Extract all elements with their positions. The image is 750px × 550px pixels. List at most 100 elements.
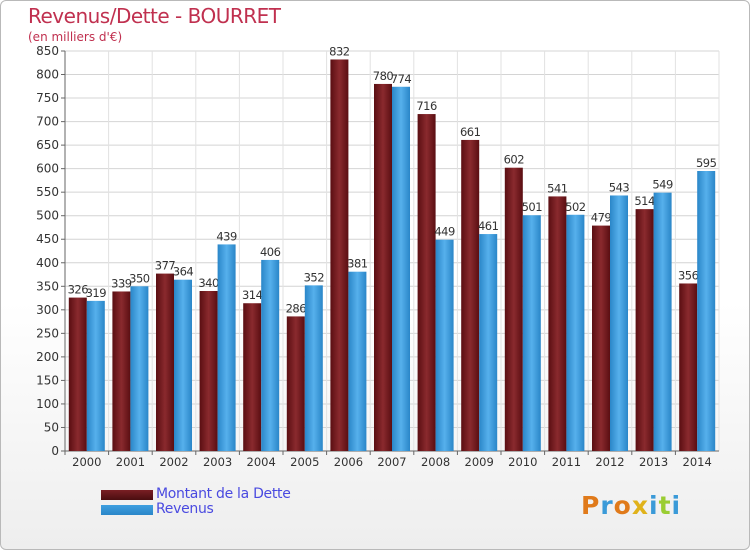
- bar-dette: [286, 316, 305, 451]
- data-label-revenus: 461: [478, 219, 499, 233]
- data-label-revenus: 364: [173, 265, 194, 279]
- data-label-revenus: 774: [391, 72, 412, 86]
- data-label-revenus: 381: [347, 257, 368, 271]
- bar-dette: [243, 303, 262, 451]
- legend-label-revenus: Revenus: [156, 501, 214, 517]
- y-tick-label: 600: [36, 162, 59, 176]
- data-label-dette: 340: [198, 276, 219, 290]
- y-tick-label: 400: [36, 256, 59, 270]
- data-label-dette: 780: [373, 69, 394, 83]
- proxiti-logo: Proxiti: [581, 491, 681, 520]
- x-tick-label: 2014: [683, 455, 712, 469]
- bar-revenus: [479, 234, 498, 451]
- bar-revenus: [304, 285, 323, 451]
- bar-dette: [417, 114, 436, 451]
- data-label-revenus: 350: [129, 271, 150, 285]
- x-tick-label: 2008: [421, 455, 450, 469]
- bar-dette: [199, 291, 218, 451]
- y-tick-label: 650: [36, 138, 59, 152]
- chart-subtitle: (en milliers d'€): [28, 30, 123, 44]
- data-label-dette: 541: [547, 181, 568, 195]
- bar-revenus: [348, 271, 367, 451]
- bar-dette: [156, 273, 174, 451]
- logo-letter: i: [649, 491, 659, 520]
- x-tick-label: 2005: [290, 455, 319, 469]
- bar-dette: [635, 209, 654, 451]
- x-tick-label: 2009: [465, 455, 494, 469]
- y-tick-label: 200: [36, 350, 59, 364]
- bar-revenus: [174, 279, 192, 451]
- bar-revenus: [435, 239, 454, 451]
- y-tick-label: 300: [36, 303, 59, 317]
- data-label-revenus: 549: [652, 178, 673, 192]
- bar-revenus: [522, 215, 541, 451]
- data-label-dette: 832: [329, 44, 350, 58]
- y-tick-label: 500: [36, 209, 59, 223]
- bar-dette: [592, 225, 610, 451]
- data-label-dette: 286: [286, 301, 307, 315]
- bar-dette: [330, 59, 349, 452]
- y-tick-label: 700: [36, 115, 59, 129]
- bar-dette: [548, 196, 567, 451]
- data-label-revenus: 319: [86, 286, 107, 300]
- y-tick-label: 750: [36, 91, 59, 105]
- data-label-dette: 514: [634, 194, 655, 208]
- data-label-dette: 377: [155, 259, 176, 273]
- bar-revenus: [653, 192, 672, 451]
- y-tick-label: 0: [51, 444, 59, 458]
- y-tick-label: 50: [44, 420, 59, 434]
- x-tick-label: 2007: [377, 455, 406, 469]
- logo-letter: o: [613, 491, 632, 520]
- x-tick-label: 2001: [116, 455, 145, 469]
- data-label-dette: 716: [416, 99, 437, 113]
- x-tick-label: 2004: [247, 455, 276, 469]
- bar-revenus: [566, 214, 585, 451]
- logo-letter: P: [581, 491, 601, 520]
- x-tick-label: 2003: [203, 455, 232, 469]
- bar-revenus: [261, 259, 280, 451]
- logo-letter: r: [600, 491, 614, 520]
- logo-letter: x: [631, 491, 649, 520]
- y-tick-label: 550: [36, 185, 59, 199]
- x-tick-label: 2012: [595, 455, 624, 469]
- x-tick-label: 2013: [639, 455, 668, 469]
- y-tick-label: 350: [36, 279, 59, 293]
- logo-letter: t: [658, 491, 672, 520]
- data-label-revenus: 352: [304, 270, 325, 284]
- data-label-revenus: 449: [434, 225, 455, 239]
- bar-dette: [112, 291, 131, 451]
- bar-revenus: [130, 286, 149, 451]
- y-tick-label: 250: [36, 326, 59, 340]
- x-tick-label: 2006: [334, 455, 363, 469]
- data-label-dette: 661: [460, 125, 481, 139]
- data-label-dette: 602: [504, 153, 525, 167]
- data-label-dette: 314: [242, 288, 263, 302]
- y-tick-label: 150: [36, 373, 59, 387]
- y-tick-label: 850: [36, 44, 59, 58]
- bar-dette: [68, 297, 87, 451]
- y-tick-label: 100: [36, 397, 59, 411]
- data-label-revenus: 439: [216, 229, 237, 243]
- bar-dette: [374, 83, 392, 452]
- x-tick-label: 2002: [159, 455, 188, 469]
- chart-title: Revenus/Dette - BOURRET: [28, 4, 281, 28]
- data-label-revenus: 543: [609, 180, 630, 194]
- bar-revenus: [86, 300, 105, 451]
- data-label-revenus: 595: [696, 156, 717, 170]
- legend-swatch-dette: [101, 490, 153, 500]
- logo-letter: i: [671, 491, 682, 520]
- bar-dette: [504, 167, 523, 452]
- y-tick-label: 450: [36, 232, 59, 246]
- bar-revenus: [217, 244, 236, 451]
- x-tick-label: 2011: [552, 455, 581, 469]
- bar-dette: [461, 139, 480, 452]
- data-label-dette: 326: [68, 283, 89, 297]
- data-label-dette: 356: [678, 268, 699, 282]
- x-tick-label: 2000: [72, 455, 101, 469]
- data-label-dette: 339: [111, 276, 132, 290]
- data-label-revenus: 502: [565, 200, 586, 214]
- data-label-revenus: 501: [522, 200, 543, 214]
- bar-dette: [679, 283, 698, 451]
